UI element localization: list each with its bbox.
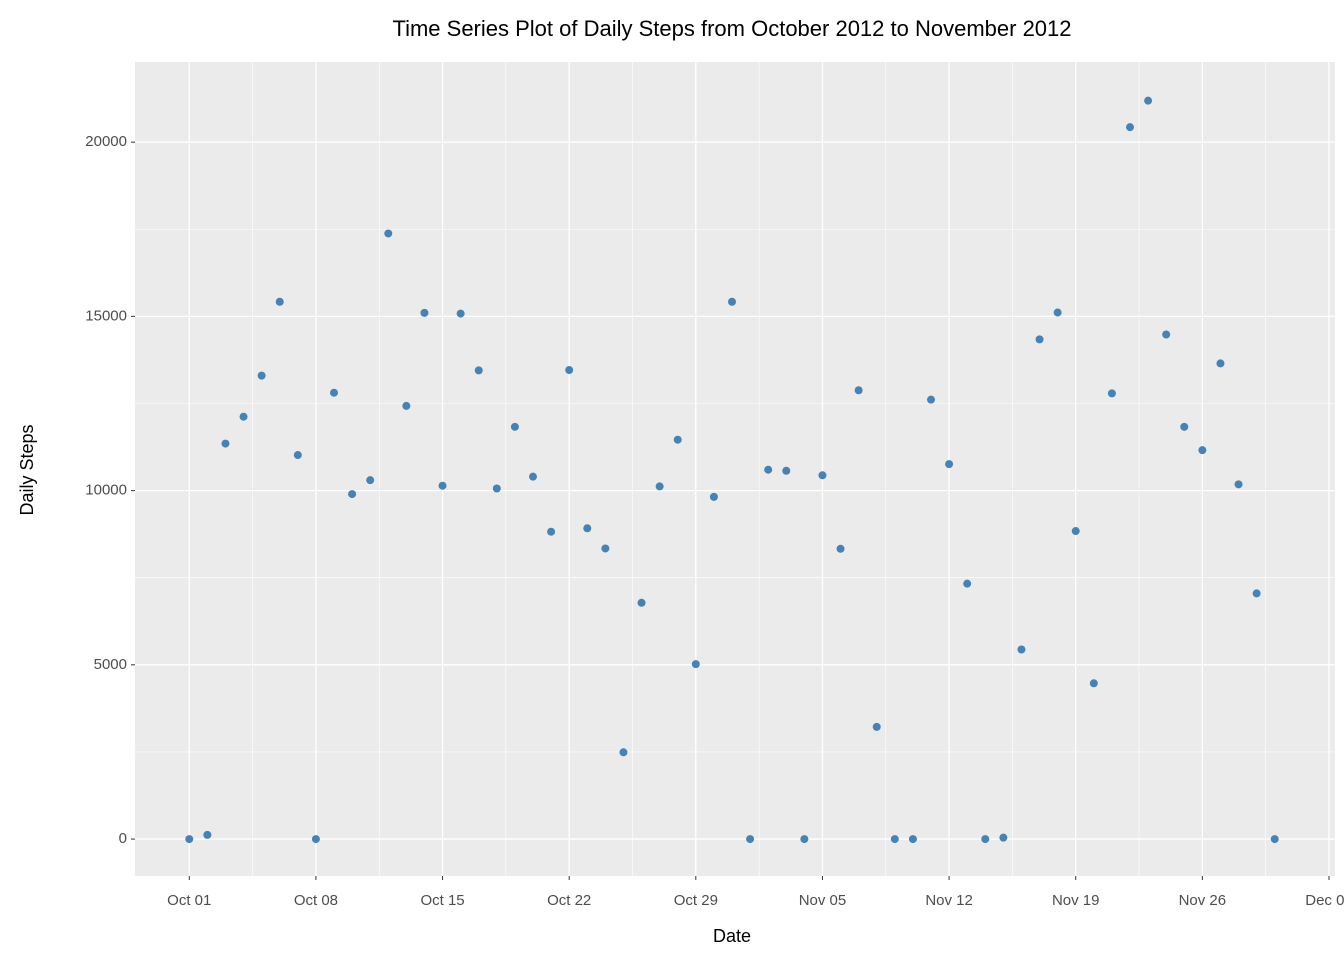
point	[275, 297, 284, 306]
point	[1035, 335, 1044, 344]
point	[510, 422, 519, 431]
point	[583, 524, 592, 533]
point	[872, 722, 881, 731]
y-tick-label: 10000	[85, 482, 127, 499]
point	[384, 229, 393, 238]
point	[1126, 123, 1134, 132]
point	[1270, 835, 1279, 844]
point	[547, 527, 556, 536]
point	[1017, 645, 1026, 654]
x-tick-label: Oct 08	[294, 892, 338, 909]
x-tick-label: Nov 05	[799, 892, 847, 909]
point	[366, 476, 375, 485]
y-tick-label: 20000	[85, 133, 127, 150]
point	[438, 481, 447, 490]
point	[1180, 422, 1189, 431]
point	[818, 471, 827, 480]
point	[239, 412, 248, 421]
point	[836, 544, 845, 553]
x-tick-label: Oct 01	[167, 892, 211, 909]
point	[1216, 359, 1225, 368]
x-tick-label: Oct 22	[547, 892, 591, 909]
x-tick-label: Nov 26	[1179, 892, 1227, 909]
point	[619, 748, 628, 757]
x-tick-label: Oct 29	[674, 892, 718, 909]
point	[311, 835, 320, 844]
point	[854, 386, 863, 395]
y-tick-label: 5000	[94, 656, 127, 673]
x-tick-label: Nov 19	[1052, 892, 1100, 909]
point	[655, 482, 664, 491]
point	[257, 371, 266, 380]
y-tick-label: 15000	[85, 307, 127, 324]
point	[1162, 330, 1171, 339]
point	[782, 466, 791, 475]
point	[1107, 389, 1116, 398]
point	[185, 835, 194, 844]
point	[999, 833, 1008, 842]
y-tick-label: 0	[119, 830, 127, 847]
point	[709, 492, 718, 501]
point	[800, 835, 809, 844]
point	[1234, 480, 1243, 489]
point	[529, 472, 537, 481]
y-axis-label: Daily Steps	[17, 424, 37, 515]
point	[728, 297, 736, 306]
x-axis-label: Date	[713, 926, 751, 946]
point	[565, 366, 574, 375]
point	[330, 388, 338, 397]
point	[945, 460, 954, 469]
point	[1144, 96, 1153, 105]
point	[402, 401, 411, 410]
point	[1252, 589, 1261, 598]
point	[601, 544, 610, 553]
point	[1089, 679, 1098, 688]
point	[492, 484, 501, 493]
point	[293, 451, 302, 460]
point	[908, 835, 917, 844]
point	[673, 435, 682, 444]
point	[963, 579, 972, 588]
point	[348, 490, 357, 499]
point	[221, 439, 230, 448]
point	[981, 835, 990, 844]
point	[1053, 308, 1062, 317]
point	[1198, 446, 1207, 455]
point	[746, 835, 755, 844]
x-tick-label: Oct 15	[420, 892, 464, 909]
point	[1071, 527, 1080, 536]
x-tick-label: Dec 03	[1305, 892, 1344, 909]
point	[927, 395, 935, 404]
x-tick-label: Nov 12	[925, 892, 973, 909]
point	[637, 598, 646, 607]
point	[764, 465, 773, 474]
point	[456, 309, 465, 318]
point	[691, 660, 700, 669]
chart-title: Time Series Plot of Daily Steps from Oct…	[392, 16, 1071, 41]
point	[420, 308, 429, 317]
point	[474, 366, 483, 375]
point	[203, 830, 212, 839]
plot-panel	[135, 62, 1335, 876]
point	[890, 835, 899, 844]
